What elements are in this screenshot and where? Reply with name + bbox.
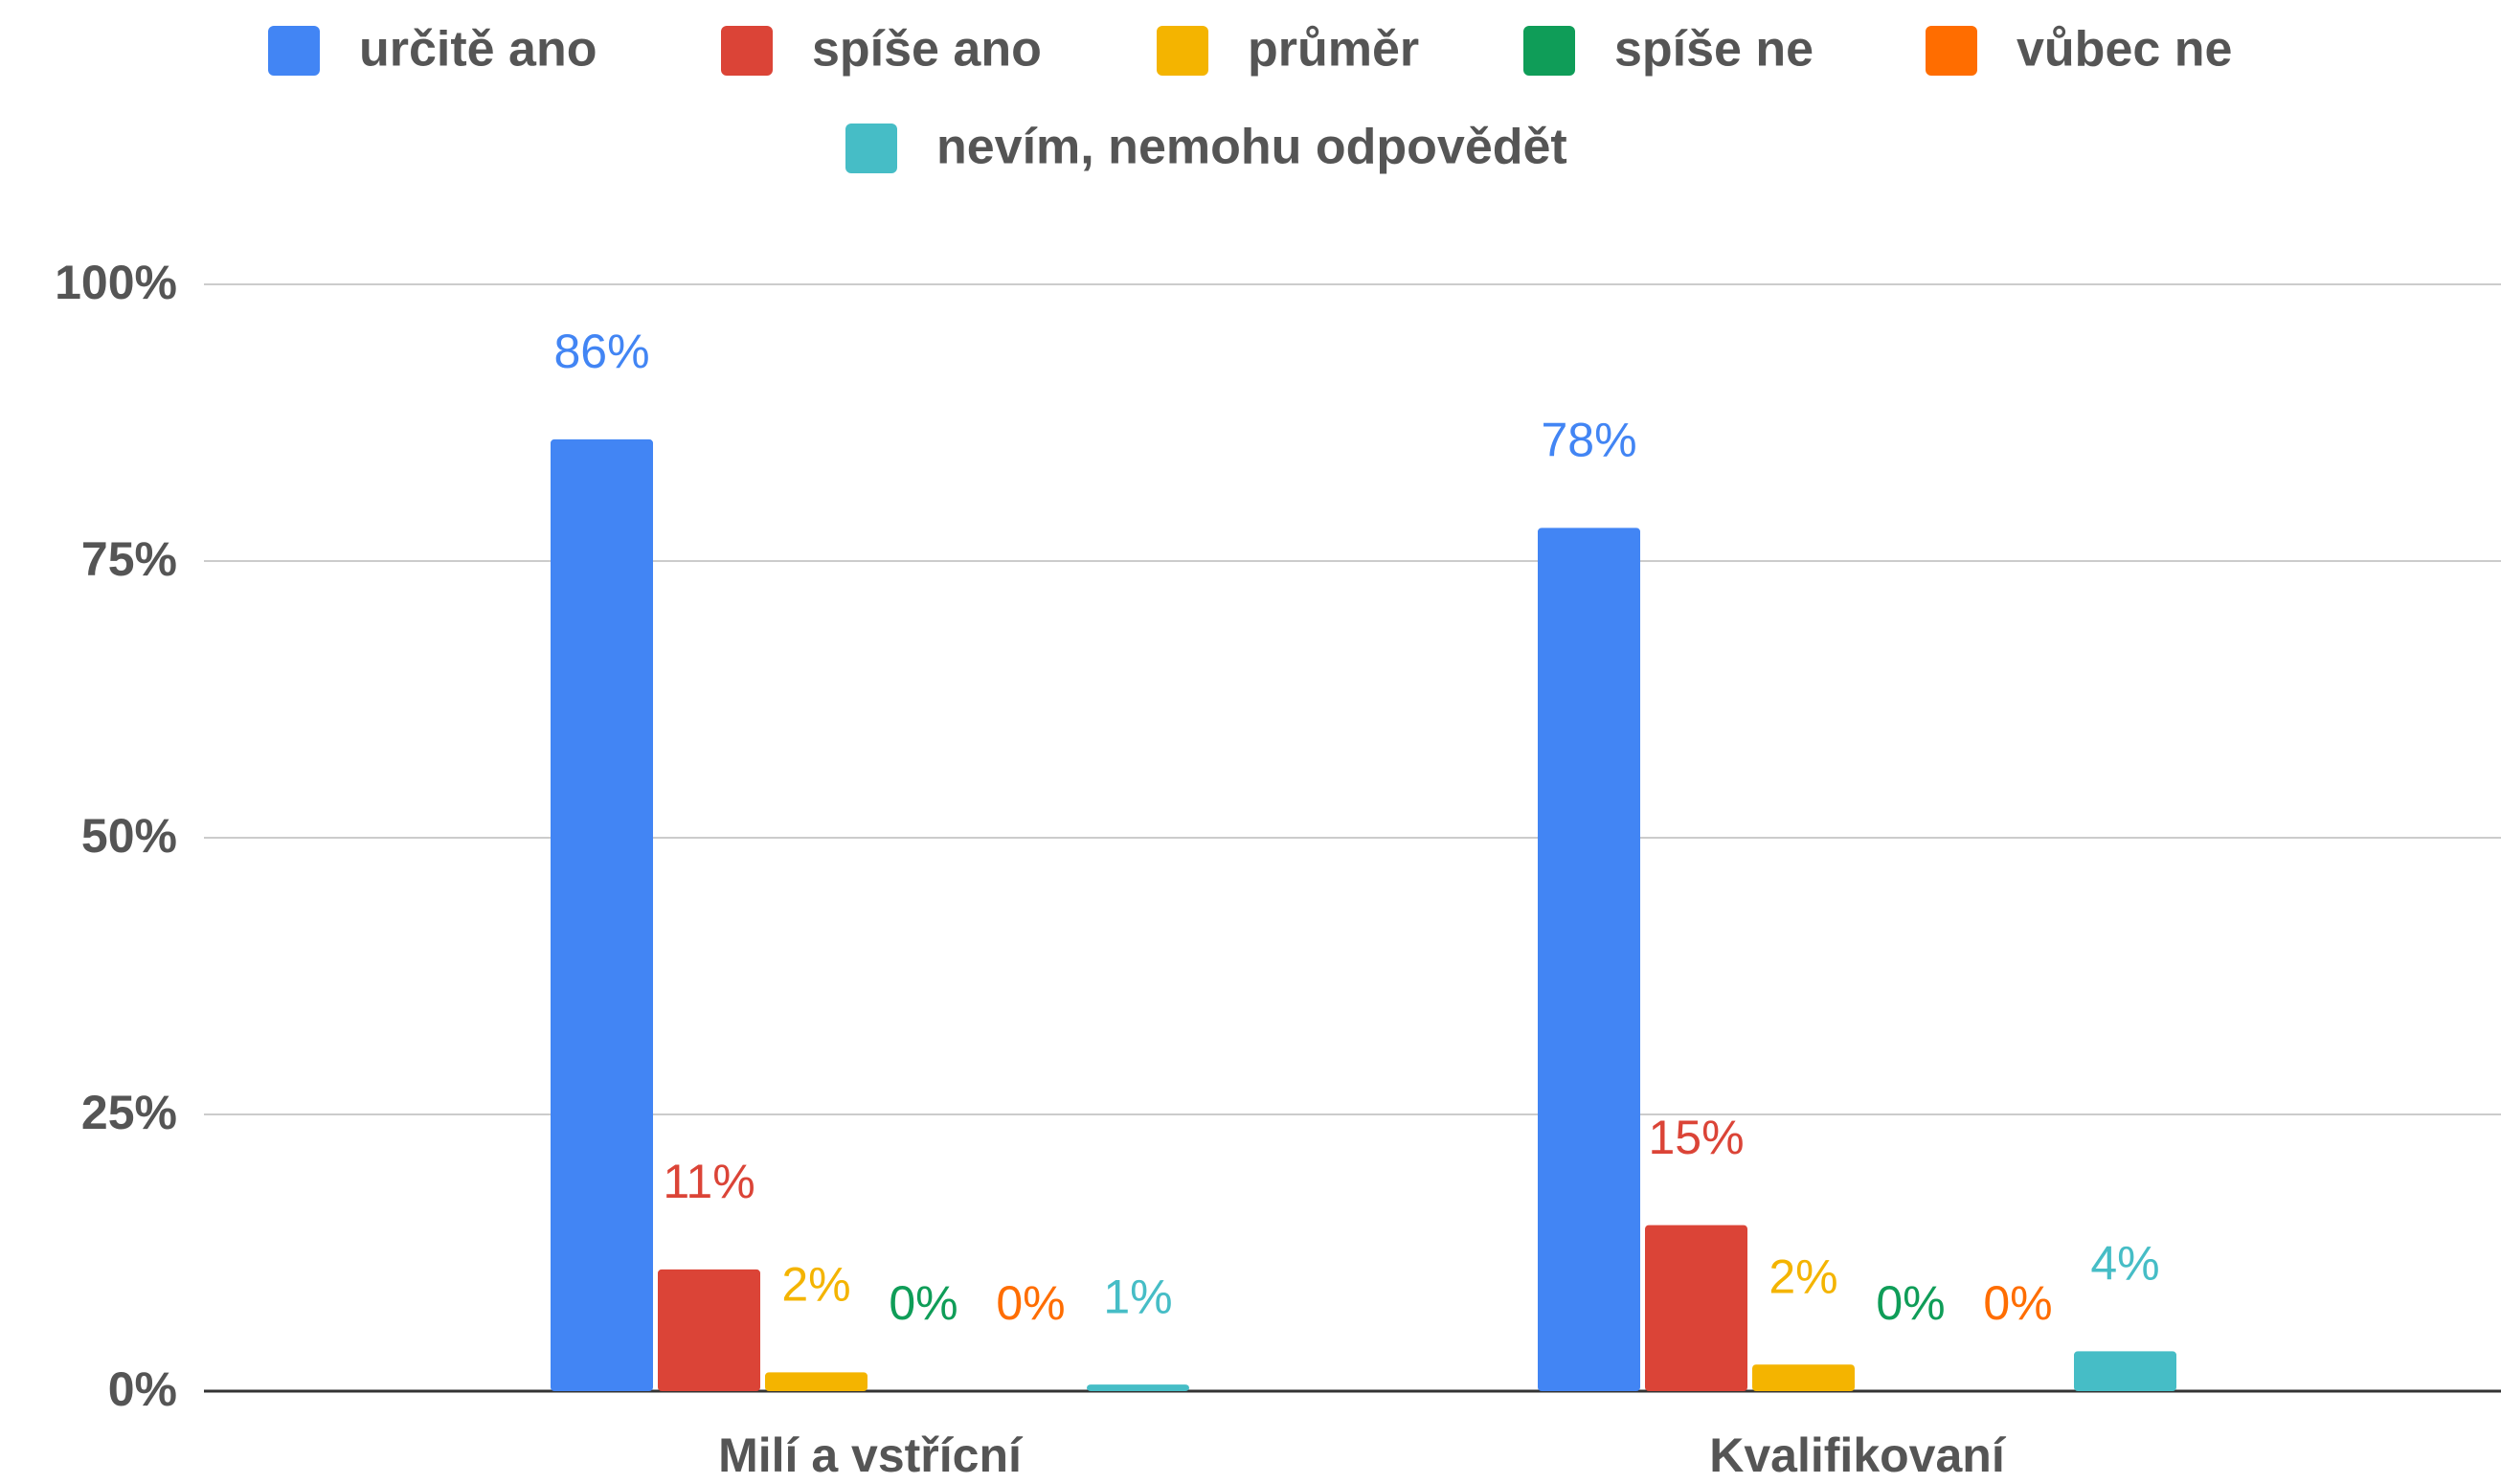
bar — [551, 438, 653, 1392]
value-label: 15% — [1648, 1111, 1744, 1164]
legend-swatch — [1157, 26, 1208, 76]
bar — [2074, 1351, 2176, 1391]
value-label: 4% — [2090, 1237, 2159, 1291]
y-tick-label: 100% — [55, 256, 177, 309]
value-label: 2% — [1769, 1249, 1837, 1303]
value-label: 86% — [553, 325, 649, 378]
value-label: 0% — [996, 1276, 1065, 1330]
value-label: 11% — [663, 1155, 755, 1208]
bar — [765, 1372, 867, 1391]
x-tick-label: Milí a vstřícní — [718, 1428, 1024, 1482]
value-label: 0% — [1876, 1276, 1945, 1330]
bar — [1087, 1384, 1189, 1391]
legend-label: spíše ne — [1614, 22, 1814, 78]
legend-swatch — [845, 124, 897, 173]
legend-label: určitě ano — [359, 22, 597, 78]
legend-label: vůbec ne — [2017, 22, 2232, 78]
value-label: 78% — [1541, 414, 1636, 467]
value-label: 2% — [781, 1258, 850, 1312]
legend-swatch — [721, 26, 773, 76]
bar — [1752, 1364, 1855, 1391]
value-label: 0% — [1983, 1276, 2052, 1330]
legend-swatch — [268, 26, 320, 76]
bar — [1538, 528, 1640, 1391]
value-label: 0% — [889, 1276, 958, 1330]
legend-label: spíše ano — [812, 22, 1042, 78]
x-tick-label: Kvalifikovaní — [1709, 1428, 2007, 1482]
bar — [658, 1269, 760, 1391]
y-tick-label: 75% — [81, 532, 177, 586]
legend-swatch — [1523, 26, 1575, 76]
legend-label: průměr — [1248, 22, 1419, 78]
bar — [1645, 1225, 1747, 1391]
y-tick-label: 25% — [81, 1086, 177, 1139]
legend-swatch — [1926, 26, 1977, 76]
legend-label: nevím, nemohu odpovědět — [936, 120, 1567, 175]
y-tick-label: 50% — [81, 809, 177, 863]
value-label: 1% — [1103, 1270, 1172, 1323]
y-tick-label: 0% — [108, 1362, 177, 1416]
